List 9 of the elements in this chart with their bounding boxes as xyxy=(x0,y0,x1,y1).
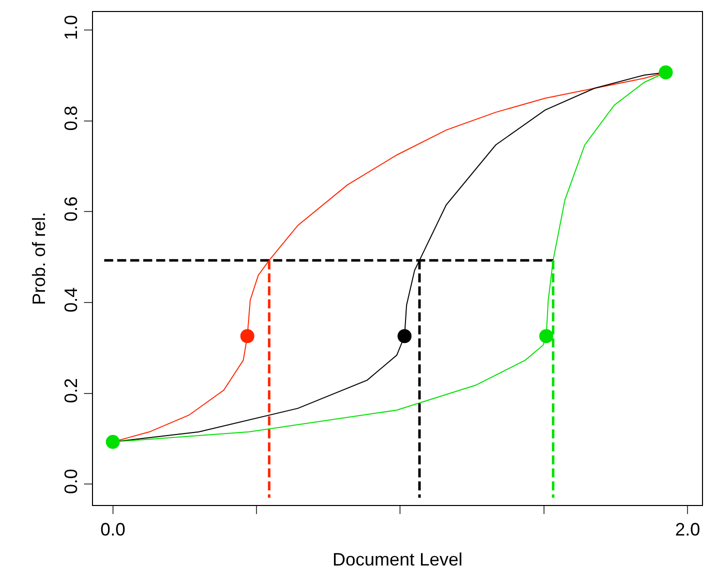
y-tick-label: 0.4 xyxy=(60,287,81,312)
y-tick-label: 0.6 xyxy=(60,196,81,222)
x-axis-title: Document Level xyxy=(332,550,463,570)
y-axis-title: Prob. of rel. xyxy=(29,212,49,306)
x-tick-label: 2.0 xyxy=(675,520,700,540)
y-tick-label: 0.2 xyxy=(60,378,81,404)
y-tick-label: 0.0 xyxy=(60,468,81,494)
y-tick-label: 1.0 xyxy=(60,14,81,40)
y-tick-label: 0.8 xyxy=(60,106,81,131)
